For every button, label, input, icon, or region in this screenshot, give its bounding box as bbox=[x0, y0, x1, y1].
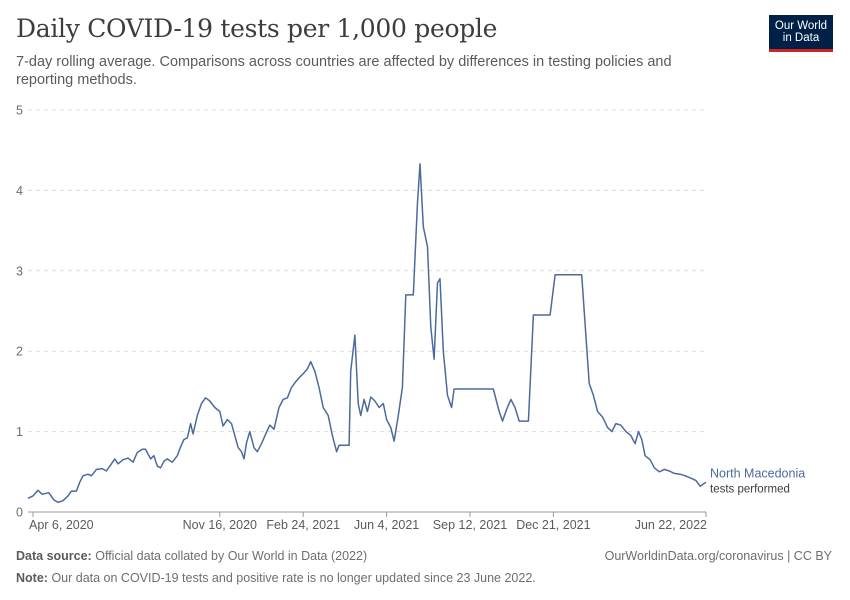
owid-logo[interactable]: Our World in Data bbox=[769, 15, 833, 52]
series-sublabel-0: tests performed bbox=[710, 483, 790, 495]
y-axis-tick-labels: 0 1 2 3 4 5 bbox=[16, 104, 23, 520]
data-source-text: Official data collated by Our World in D… bbox=[95, 549, 368, 563]
note-text: Our data on COVID-19 tests and positive … bbox=[51, 571, 536, 585]
x-axis: Apr 6, 2020 Nov 16, 2020 Feb 24, 2021 Jun 4… bbox=[28, 511, 707, 532]
logo-line-2: in Data bbox=[782, 32, 820, 44]
data-source: Data source: Official data collated by O… bbox=[16, 549, 367, 563]
series-line-0 bbox=[27, 163, 707, 504]
data-source-label: Data source: bbox=[16, 549, 92, 563]
x-tick-label-0: Apr 6, 2020 bbox=[29, 518, 94, 532]
x-tick-label-3: Jun 4, 2021 bbox=[354, 518, 419, 532]
x-tick-label-5: Dec 21, 2021 bbox=[516, 518, 590, 532]
y-tick-label-5: 5 bbox=[16, 104, 23, 118]
series-layer: North Macedonia tests performed bbox=[27, 163, 805, 504]
y-tick-label-2: 2 bbox=[16, 345, 23, 359]
x-tick-label-1: Nov 16, 2020 bbox=[183, 518, 257, 532]
x-tick-label-2: Feb 24, 2021 bbox=[266, 518, 340, 532]
logo-line-1: Our World bbox=[774, 19, 828, 32]
gridlines bbox=[28, 109, 706, 433]
chart-title: Daily COVID-19 tests per 1,000 people bbox=[16, 14, 498, 43]
y-tick-label-4: 4 bbox=[16, 184, 23, 198]
y-tick-label-3: 3 bbox=[16, 264, 23, 278]
credit-link[interactable]: OurWorldinData.org/coronavirus | CC BY bbox=[604, 549, 832, 563]
y-tick-label-1: 1 bbox=[16, 425, 23, 439]
series-label-0: North Macedonia bbox=[710, 466, 805, 480]
chart-subtitle: 7-day rolling average. Comparisons acros… bbox=[16, 54, 672, 88]
note-label: Note: bbox=[16, 571, 48, 585]
x-tick-label-6: Jun 22, 2022 bbox=[635, 518, 707, 532]
y-tick-label-0: 0 bbox=[16, 506, 23, 520]
x-tick-label-4: Sep 12, 2021 bbox=[433, 518, 507, 532]
footnote: Note: Our data on COVID-19 tests and pos… bbox=[16, 571, 536, 585]
